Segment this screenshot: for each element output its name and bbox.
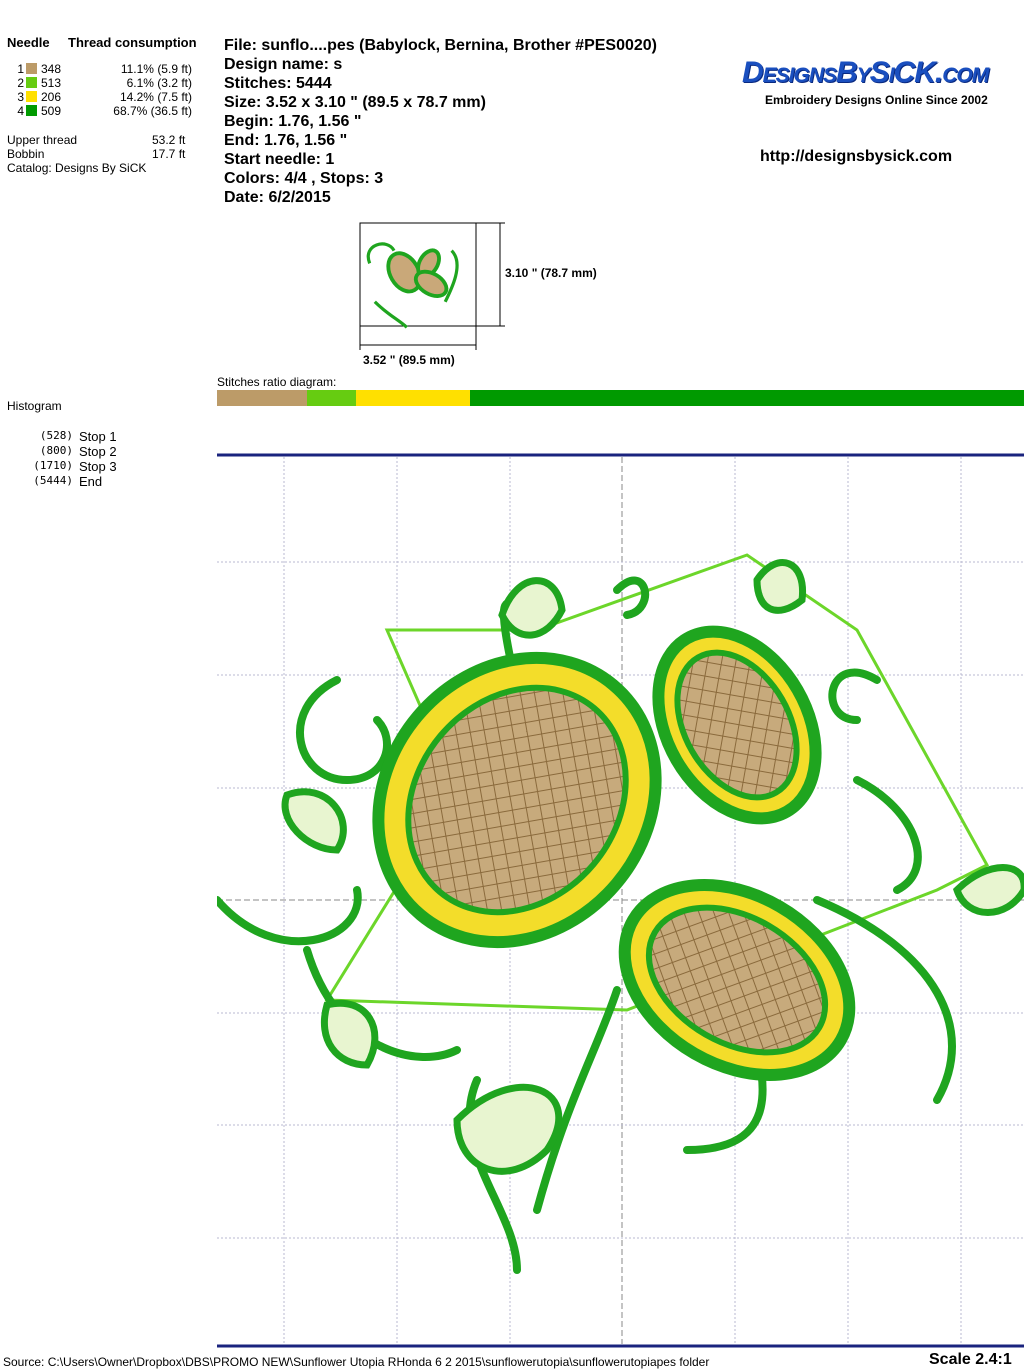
- needle-number: 4: [17, 104, 24, 118]
- thread-row: 3 206 14.2% (7.5 ft): [0, 90, 200, 104]
- stop-row: (1710) Stop 3: [0, 459, 200, 474]
- design-info: File: sunflo....pes (Babylock, Bernina, …: [224, 36, 657, 207]
- stitches-ratio-bar: [217, 390, 1024, 406]
- needle-number: 3: [17, 90, 24, 104]
- thread-percent: 14.2% (7.5 ft): [119, 90, 192, 104]
- upper-thread-value: 53.2 ft: [152, 133, 186, 147]
- brand-logo: DesignsBySiCK.com: [742, 56, 989, 89]
- brand-url[interactable]: http://designsbysick.com: [760, 148, 953, 165]
- stop-label: Stop 2: [79, 444, 117, 459]
- stop-label: Stop 3: [79, 459, 117, 474]
- stop-row: (528) Stop 1: [0, 429, 200, 444]
- stop-row: (800) Stop 2: [0, 444, 200, 459]
- design-canvas: [217, 453, 1024, 1348]
- needle-header: Needle: [7, 35, 50, 50]
- file-line: File: sunflo....pes (Babylock, Bernina, …: [224, 37, 658, 54]
- stop-count: (5444): [33, 474, 73, 487]
- needle-number: 2: [17, 76, 24, 90]
- thread-code: 509: [41, 104, 62, 118]
- size: Size: 3.52 x 3.10 " (89.5 x 78.7 mm): [224, 94, 486, 111]
- ratio-segment: [470, 390, 1024, 406]
- thread-color-swatch: [26, 91, 37, 102]
- begin: Begin: 1.76, 1.56 ": [224, 113, 362, 130]
- thumbnail-design: [366, 242, 459, 329]
- source-path: Source: C:\Users\Owner\Dropbox\DBS\PROMO…: [3, 1355, 710, 1369]
- thread-list: 1 348 11.1% (5.9 ft) 2 513 6.1% (3.2 ft) 3 206 1…: [0, 62, 200, 122]
- embroidery-design: [217, 553, 1024, 1274]
- thumbnail-preview: [359, 222, 505, 350]
- thread-percent: 11.1% (5.9 ft): [120, 62, 192, 76]
- ratio-segment: [355, 390, 471, 406]
- thread-color-swatch: [26, 105, 37, 116]
- bobbin-label: Bobbin: [7, 147, 45, 161]
- start-needle: Start needle: 1: [224, 151, 335, 168]
- colors-stops: Colors: 4/4 , Stops: 3: [224, 170, 384, 187]
- stop-row: (5444) End: [0, 474, 200, 489]
- bobbin-value: 17.7 ft: [152, 147, 186, 161]
- thumbnail-width: 3.52 " (89.5 mm): [363, 353, 455, 367]
- thread-color-swatch: [26, 63, 37, 74]
- thread-code: 513: [41, 76, 62, 90]
- thread-percent: 6.1% (3.2 ft): [126, 76, 192, 90]
- stop-count: (800): [39, 444, 73, 457]
- histogram-label: Histogram: [7, 399, 62, 413]
- end: End: 1.76, 1.56 ": [224, 132, 348, 149]
- stop-count: (1710): [33, 459, 73, 472]
- date: Date: 6/2/2015: [224, 189, 331, 206]
- grid: [217, 457, 1024, 1344]
- stop-count: (528): [39, 429, 73, 442]
- thread-row: 2 513 6.1% (3.2 ft): [0, 76, 200, 90]
- ratio-label: Stitches ratio diagram:: [217, 375, 337, 389]
- ratio-segment: [306, 390, 356, 406]
- thread-row: 4 509 68.7% (36.5 ft): [0, 104, 200, 118]
- stop-label: Stop 1: [79, 429, 117, 444]
- catalog: Catalog: Designs By SiCK: [7, 161, 147, 175]
- thread-code: 348: [41, 62, 62, 76]
- upper-thread-label: Upper thread: [7, 133, 78, 147]
- stop-label: End: [79, 474, 103, 489]
- brand-tagline: Embroidery Designs Online Since 2002: [765, 93, 988, 107]
- design-name: Design name: s: [224, 56, 343, 73]
- ratio-segment: [217, 390, 307, 406]
- thread-color-swatch: [26, 77, 37, 88]
- needle-number: 1: [17, 62, 24, 76]
- thread-consumption-header: Thread consumption: [68, 35, 197, 50]
- stitches: Stitches: 5444: [224, 75, 332, 92]
- thread-row: 1 348 11.1% (5.9 ft): [0, 62, 200, 76]
- thread-code: 206: [41, 90, 62, 104]
- thumbnail-height: 3.10 " (78.7 mm): [505, 266, 597, 280]
- thread-percent: 68.7% (36.5 ft): [113, 104, 192, 118]
- scale: Scale 2.4:1: [929, 1351, 1012, 1368]
